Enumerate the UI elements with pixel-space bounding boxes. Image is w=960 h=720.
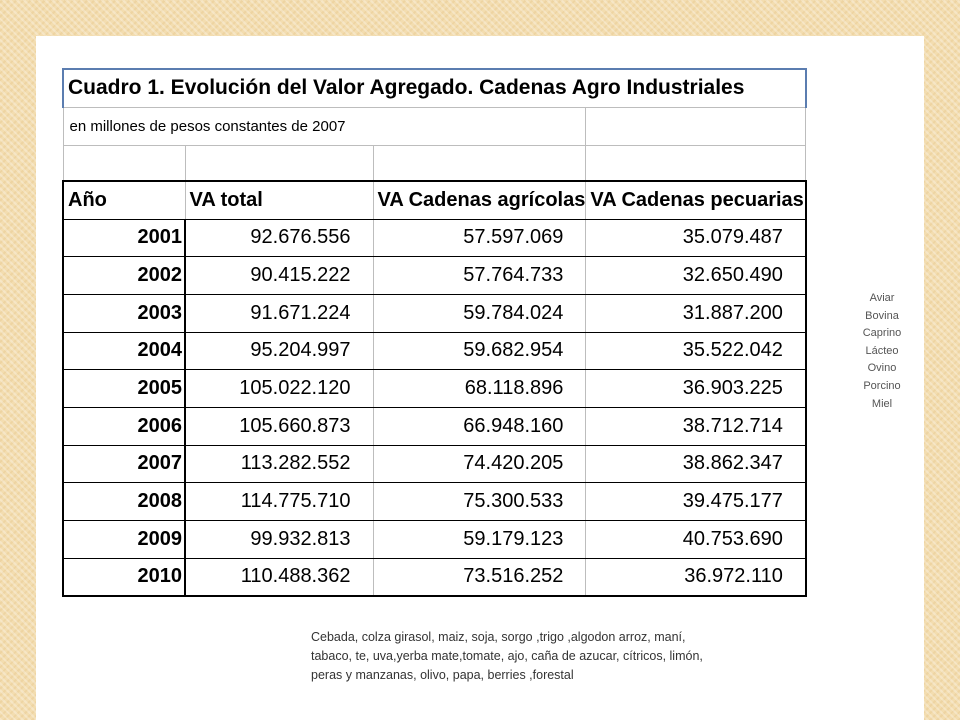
agricolas-text: Cebada, colza girasol, maiz, soja, sorgo… — [311, 630, 703, 682]
list-item: Porcino — [863, 379, 901, 392]
cell-va-pecuarias: 35.522.042 — [585, 331, 807, 371]
table-row: 2010 110.488.362 73.516.252 36.972.110 — [62, 557, 807, 597]
cell-va-agricolas: 74.420.205 — [372, 444, 587, 484]
valor-agregado-table: Cuadro 1. Evolución del Valor Agregado. … — [62, 68, 807, 597]
cell-va-total: 105.022.120 — [184, 369, 374, 408]
list-item: Caprino — [862, 327, 902, 340]
empty-cell — [585, 144, 807, 182]
cell-va-pecuarias: 36.972.110 — [585, 557, 807, 597]
cell-va-total: 92.676.556 — [184, 218, 374, 258]
cell-va-agricolas: 73.516.252 — [372, 557, 587, 597]
table-title: Cuadro 1. Evolución del Valor Agregado. … — [62, 68, 807, 108]
header-va-total: VA total — [184, 180, 374, 220]
table-row: 2009 99.932.813 59.179.123 40.753.690 — [62, 520, 807, 559]
cell-va-agricolas: 57.597.069 — [372, 218, 587, 258]
cell-va-agricolas: 57.764.733 — [372, 256, 587, 295]
table-row: 2005 105.022.120 68.118.896 36.903.225 — [62, 369, 807, 408]
cell-va-pecuarias: 38.712.714 — [585, 406, 807, 446]
cell-va-pecuarias: 31.887.200 — [585, 293, 807, 333]
cell-year: 2007 — [62, 444, 186, 484]
list-item: Ovino — [867, 362, 897, 375]
cell-va-agricolas: 66.948.160 — [372, 406, 587, 446]
table-subtitle: en millones de pesos constantes de 2007 — [62, 106, 587, 146]
cell-year: 2006 — [62, 406, 186, 446]
table-row: 2001 92.676.556 57.597.069 35.079.487 — [62, 218, 807, 258]
cell-va-pecuarias: 35.079.487 — [585, 218, 807, 258]
cell-va-total: 95.204.997 — [184, 331, 374, 371]
empty-cell — [184, 144, 374, 182]
table-subtitle-row: en millones de pesos constantes de 2007 — [62, 106, 807, 146]
table-title-row: Cuadro 1. Evolución del Valor Agregado. … — [62, 68, 807, 108]
cell-year: 2008 — [62, 482, 186, 521]
table-row: 2004 95.204.997 59.682.954 35.522.042 — [62, 331, 807, 371]
table-row: 2002 90.415.222 57.764.733 32.650.490 — [62, 256, 807, 295]
cell-va-pecuarias: 36.903.225 — [585, 369, 807, 408]
table-row: 2006 105.660.873 66.948.160 38.712.714 — [62, 406, 807, 446]
cell-va-total: 110.488.362 — [184, 557, 374, 597]
empty-cell — [372, 144, 587, 182]
table-row: 2008 114.775.710 75.300.533 39.475.177 — [62, 482, 807, 521]
cell-va-agricolas: 75.300.533 — [372, 482, 587, 521]
table-row: 2007 113.282.552 74.420.205 38.862.347 — [62, 444, 807, 484]
list-item: Miel — [871, 397, 893, 410]
cell-va-agricolas: 59.179.123 — [372, 520, 587, 559]
cell-year: 2010 — [62, 557, 186, 597]
list-item: Lácteo — [865, 344, 899, 357]
cell-va-total: 90.415.222 — [184, 256, 374, 295]
list-item: Bovina — [865, 309, 899, 322]
cell-va-total: 113.282.552 — [184, 444, 374, 484]
header-va-pecuarias: VA Cadenas pecuarias — [585, 180, 807, 220]
empty-cell — [62, 144, 186, 182]
empty-cell — [585, 106, 807, 146]
cell-va-total: 114.775.710 — [184, 482, 374, 521]
pecuarias-list: Aviar Bovina Caprino Lácteo Ovino Porcin… — [852, 290, 912, 413]
blank-row — [62, 144, 807, 182]
cell-va-agricolas: 68.118.896 — [372, 369, 587, 408]
cell-year: 2004 — [62, 331, 186, 371]
cell-year: 2003 — [62, 293, 186, 333]
cell-va-pecuarias: 32.650.490 — [585, 256, 807, 295]
cell-va-pecuarias: 38.862.347 — [585, 444, 807, 484]
cell-year: 2002 — [62, 256, 186, 295]
cell-va-total: 105.660.873 — [184, 406, 374, 446]
cell-va-agricolas: 59.784.024 — [372, 293, 587, 333]
list-item: Aviar — [869, 292, 895, 304]
cell-va-total: 91.671.224 — [184, 293, 374, 333]
cell-va-agricolas: 59.682.954 — [372, 331, 587, 371]
cell-va-pecuarias: 40.753.690 — [585, 520, 807, 559]
cell-year: 2005 — [62, 369, 186, 408]
cell-year: 2009 — [62, 520, 186, 559]
table-row: 2003 91.671.224 59.784.024 31.887.200 — [62, 293, 807, 333]
cell-va-pecuarias: 39.475.177 — [585, 482, 807, 521]
header-anio: Año — [62, 180, 186, 220]
table-header-row: Año VA total VA Cadenas agrícolas VA Cad… — [62, 180, 807, 220]
cell-va-total: 99.932.813 — [184, 520, 374, 559]
cell-year: 2001 — [62, 218, 186, 258]
header-va-agricolas: VA Cadenas agrícolas — [372, 180, 587, 220]
